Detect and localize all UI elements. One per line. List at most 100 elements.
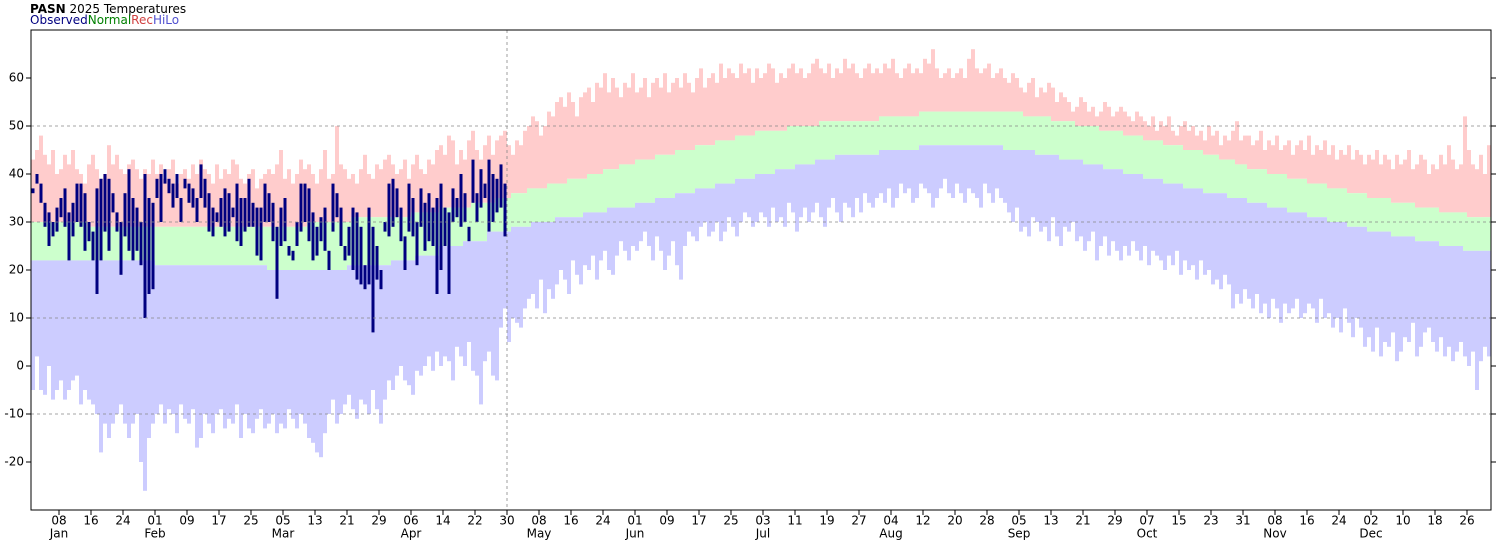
x-tick-label: 24 bbox=[115, 514, 130, 528]
record-low-bar bbox=[319, 270, 323, 458]
record-high-bar bbox=[1183, 121, 1187, 150]
observed-bar bbox=[235, 183, 239, 242]
record-high-bar bbox=[815, 58, 819, 126]
normal-bar bbox=[1023, 116, 1027, 150]
record-low-bar bbox=[1187, 188, 1191, 270]
normal-bar bbox=[243, 226, 247, 266]
observed-bar bbox=[183, 178, 187, 189]
record-low-bar bbox=[175, 265, 179, 434]
record-low-bar bbox=[563, 217, 567, 280]
record-high-bar bbox=[755, 68, 759, 131]
record-high-bar bbox=[355, 183, 359, 218]
record-high-bar bbox=[707, 78, 711, 146]
normal-bar bbox=[1143, 140, 1147, 179]
record-high-bar bbox=[807, 73, 811, 126]
record-low-bar bbox=[643, 202, 647, 232]
observed-bar bbox=[59, 198, 63, 218]
normal-bar bbox=[695, 145, 699, 189]
record-high-bar bbox=[1311, 154, 1315, 184]
observed-bar bbox=[191, 188, 195, 208]
normal-bar bbox=[1415, 207, 1419, 242]
normal-bar bbox=[827, 121, 831, 160]
record-high-bar bbox=[463, 159, 467, 208]
record-low-bar bbox=[255, 265, 259, 419]
observed-bar bbox=[475, 193, 479, 222]
record-low-bar bbox=[83, 260, 87, 390]
normal-bar bbox=[43, 222, 47, 261]
record-low-bar bbox=[307, 270, 311, 438]
normal-bar bbox=[639, 159, 643, 203]
record-high-bar bbox=[1059, 92, 1063, 122]
record-high-bar bbox=[1003, 78, 1007, 112]
normal-bar bbox=[467, 207, 471, 242]
record-low-bar bbox=[1315, 217, 1319, 323]
record-low-bar bbox=[151, 260, 155, 424]
record-high-bar bbox=[1191, 126, 1195, 150]
record-low-bar bbox=[1199, 188, 1203, 261]
record-high-bar bbox=[1063, 97, 1067, 122]
normal-bar bbox=[1259, 169, 1263, 203]
record-high-bar bbox=[1479, 154, 1483, 218]
record-low-bar bbox=[851, 154, 855, 218]
record-low-bar bbox=[1263, 202, 1267, 304]
observed-bar bbox=[455, 198, 459, 218]
record-high-bar bbox=[851, 63, 855, 122]
record-low-bar bbox=[391, 260, 395, 390]
record-low-bar bbox=[1467, 250, 1471, 366]
normal-bar bbox=[959, 111, 963, 146]
record-low-bar bbox=[67, 260, 71, 390]
record-high-bar bbox=[1023, 92, 1027, 117]
record-low-bar bbox=[831, 159, 835, 198]
normal-bar bbox=[1207, 154, 1211, 194]
record-high-bar bbox=[1483, 174, 1487, 218]
normal-bar bbox=[799, 126, 803, 165]
record-high-bar bbox=[659, 87, 663, 155]
record-high-bar bbox=[1143, 121, 1147, 141]
normal-bar bbox=[879, 116, 883, 150]
record-high-bar bbox=[503, 130, 507, 198]
record-low-bar bbox=[187, 265, 191, 424]
normal-bar bbox=[907, 116, 911, 150]
month-label: Mar bbox=[272, 527, 295, 540]
record-high-bar bbox=[1487, 145, 1491, 218]
normal-bar bbox=[627, 164, 631, 208]
normal-bar bbox=[727, 140, 731, 184]
record-low-bar bbox=[1015, 150, 1019, 208]
record-high-bar bbox=[1215, 130, 1219, 155]
normal-bar bbox=[1251, 169, 1255, 203]
normal-bar bbox=[615, 169, 619, 208]
record-low-bar bbox=[491, 231, 495, 376]
record-high-bar bbox=[727, 68, 731, 141]
normal-bar bbox=[1279, 174, 1283, 208]
record-low-bar bbox=[1363, 226, 1367, 347]
normal-bar bbox=[807, 126, 811, 165]
normal-bar bbox=[859, 121, 863, 155]
record-low-bar bbox=[119, 260, 123, 405]
x-tick-label: 13 bbox=[307, 514, 322, 528]
normal-bar bbox=[911, 116, 915, 150]
record-high-bar bbox=[1363, 164, 1367, 194]
record-low-bar bbox=[279, 270, 283, 424]
normal-bar bbox=[231, 226, 235, 266]
record-high-bar bbox=[955, 73, 959, 112]
record-high-bar bbox=[599, 87, 603, 174]
observed-bar bbox=[443, 207, 447, 246]
record-low-bar bbox=[883, 150, 887, 203]
normal-bar bbox=[679, 150, 683, 194]
record-low-bar bbox=[1271, 207, 1275, 299]
record-high-bar bbox=[1467, 150, 1471, 218]
record-low-bar bbox=[763, 174, 767, 218]
record-high-bar bbox=[1043, 92, 1047, 117]
record-low-bar bbox=[987, 145, 991, 194]
x-tick-label: 01 bbox=[147, 514, 162, 528]
record-low-bar bbox=[143, 260, 147, 491]
observed-bar bbox=[75, 183, 79, 222]
x-tick-label: 09 bbox=[659, 514, 674, 528]
x-tick-label: 29 bbox=[1107, 514, 1122, 528]
x-tick-label: 17 bbox=[691, 514, 706, 528]
observed-bar bbox=[359, 226, 363, 285]
normal-bar bbox=[975, 111, 979, 146]
normal-bar bbox=[1435, 207, 1439, 242]
record-high-bar bbox=[379, 169, 383, 218]
x-tick-label: 30 bbox=[499, 514, 514, 528]
